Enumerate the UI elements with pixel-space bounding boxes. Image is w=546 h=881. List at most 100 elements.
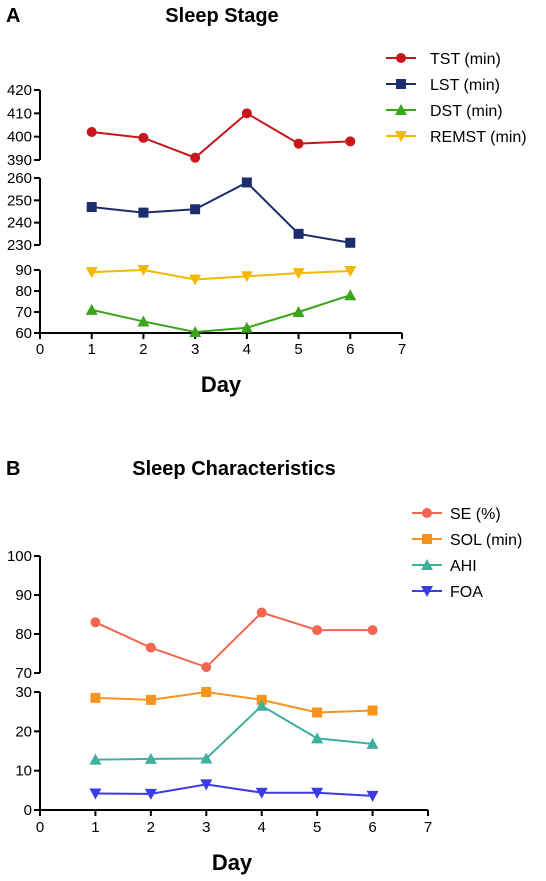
data-point bbox=[90, 692, 101, 703]
legend-label: DST (min) bbox=[430, 103, 503, 120]
data-point bbox=[312, 625, 323, 636]
legend-marker bbox=[396, 53, 406, 63]
legend-label: FOA bbox=[450, 584, 483, 601]
legend-item: REMST (min) bbox=[386, 129, 527, 146]
x-tick-label: 5 bbox=[294, 341, 302, 358]
data-point bbox=[256, 607, 267, 618]
data-point bbox=[190, 152, 201, 163]
legend-item: FOA bbox=[412, 584, 483, 601]
legend-item: LST (min) bbox=[386, 77, 500, 94]
data-point bbox=[89, 788, 102, 800]
data-point bbox=[345, 136, 356, 147]
y-tick-label: 90 bbox=[15, 587, 32, 604]
data-point bbox=[240, 321, 253, 333]
data-point bbox=[311, 732, 324, 744]
x-tick-label: 3 bbox=[202, 819, 210, 836]
data-point bbox=[86, 202, 97, 213]
legend-marker bbox=[421, 559, 433, 570]
legend: TST (min) LST (min) DST (min) REMST (min) bbox=[386, 51, 527, 146]
panel-a: A Sleep Stage 0 1 2 3 4 5 6 7 Day 60 70 80 90 230 240 250… bbox=[6, 5, 527, 397]
data-point bbox=[137, 315, 150, 327]
series-line bbox=[95, 783, 373, 797]
data-point bbox=[312, 707, 323, 718]
legend-item: SOL (min) bbox=[412, 532, 522, 549]
legend-item: DST (min) bbox=[386, 103, 503, 120]
series-line bbox=[95, 704, 373, 761]
x-tick-label: 5 bbox=[313, 819, 321, 836]
series-line bbox=[91, 268, 351, 281]
series-remst-min bbox=[85, 265, 357, 286]
data-point bbox=[145, 694, 156, 705]
x-axis-label: Day bbox=[212, 850, 253, 875]
y-tick-label: 90 bbox=[15, 262, 32, 279]
data-point bbox=[144, 752, 157, 764]
data-point bbox=[345, 237, 356, 248]
data-point bbox=[145, 642, 156, 653]
series-lst-min bbox=[86, 177, 356, 248]
x-tick-label: 6 bbox=[368, 819, 376, 836]
legend-label: REMST (min) bbox=[430, 129, 527, 146]
x-tick-label: 0 bbox=[36, 819, 44, 836]
data-point bbox=[201, 687, 212, 697]
data-point bbox=[292, 306, 305, 317]
x-tick-label: 0 bbox=[36, 341, 44, 358]
x-tick-label: 3 bbox=[191, 341, 199, 358]
series-line bbox=[91, 181, 351, 244]
x-tick-label: 1 bbox=[88, 341, 96, 358]
data-point bbox=[366, 790, 379, 802]
data-point bbox=[344, 289, 357, 301]
data-point bbox=[367, 705, 378, 716]
data-point bbox=[138, 207, 149, 218]
y-tick-label: 0 bbox=[24, 802, 32, 819]
series-line bbox=[91, 112, 351, 159]
data-point bbox=[90, 617, 101, 628]
x-tick-label: 6 bbox=[346, 341, 354, 358]
data-point bbox=[240, 271, 253, 283]
series-dst-min bbox=[85, 289, 357, 337]
y-tick-label: 100 bbox=[7, 548, 32, 565]
legend-item: TST (min) bbox=[386, 51, 501, 68]
data-point bbox=[255, 787, 268, 799]
data-point bbox=[292, 268, 305, 280]
x-tick-label: 2 bbox=[147, 819, 155, 836]
data-point bbox=[189, 274, 202, 286]
y-tick-label: 260 bbox=[7, 170, 32, 187]
series-ahi bbox=[89, 699, 379, 765]
data-point bbox=[255, 699, 268, 711]
series-line bbox=[95, 690, 373, 714]
y-tick-label: 10 bbox=[15, 763, 32, 780]
data-point bbox=[89, 753, 102, 765]
y-tick-label: 250 bbox=[7, 192, 32, 209]
data-point bbox=[190, 204, 201, 215]
y-tick-label: 70 bbox=[15, 304, 32, 321]
y-tick-label: 30 bbox=[15, 684, 32, 701]
y-tick-label: 420 bbox=[7, 82, 32, 99]
y-tick-label: 70 bbox=[15, 665, 32, 682]
legend-item: AHI bbox=[412, 558, 477, 575]
data-point bbox=[344, 266, 357, 278]
legend-marker bbox=[395, 131, 407, 142]
data-point bbox=[366, 737, 379, 749]
y-tick-label: 410 bbox=[7, 105, 32, 122]
legend-label: LST (min) bbox=[430, 77, 500, 94]
data-point bbox=[200, 779, 213, 791]
data-point bbox=[241, 177, 252, 188]
data-point bbox=[189, 325, 202, 337]
x-tick-label: 7 bbox=[424, 819, 432, 836]
legend-marker bbox=[395, 104, 407, 115]
legend-label: SE (%) bbox=[450, 506, 501, 523]
data-point bbox=[367, 625, 378, 636]
series-se bbox=[90, 607, 378, 673]
legend-marker bbox=[422, 508, 432, 518]
legend-marker bbox=[421, 586, 433, 597]
y-tick-label: 390 bbox=[7, 152, 32, 169]
legend-item: SE (%) bbox=[412, 506, 501, 523]
chart-title: Sleep Stage bbox=[165, 5, 278, 27]
data-point bbox=[201, 662, 212, 673]
y-tick-label: 80 bbox=[15, 283, 32, 300]
series-foa bbox=[89, 779, 379, 802]
data-point bbox=[137, 265, 150, 276]
x-tick-label: 1 bbox=[91, 819, 99, 836]
data-point bbox=[138, 132, 149, 143]
data-point bbox=[293, 228, 304, 239]
